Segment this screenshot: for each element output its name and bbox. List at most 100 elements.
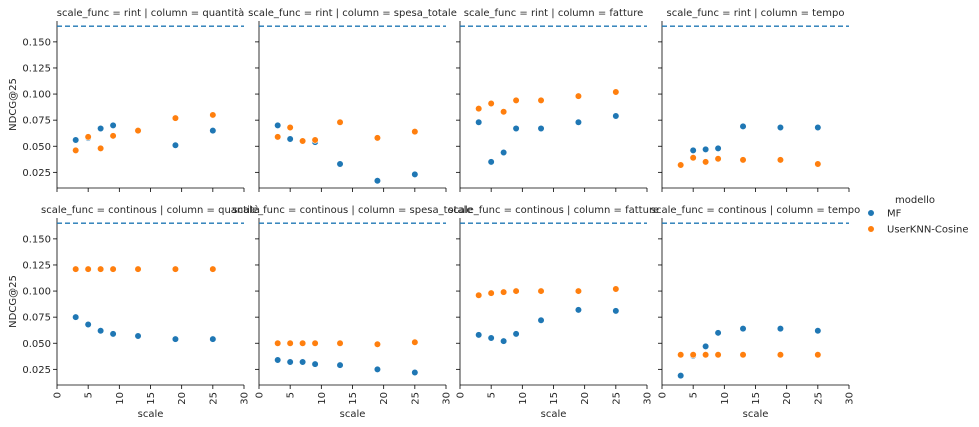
facet-panel-8: scale_func = continous | column = tempo 0… [651, 205, 860, 420]
data-point-mf [739, 122, 747, 131]
data-point-mf [612, 112, 620, 120]
data-point-mf [286, 135, 294, 143]
data-point-userknn-cosine [814, 351, 822, 359]
data-point-userknn-cosine [702, 158, 710, 166]
data-point-mf [487, 158, 495, 166]
data-point-userknn-cosine [72, 146, 80, 155]
x-tick-label: 15 [348, 392, 359, 405]
data-point-mf [72, 313, 80, 321]
x-axis-label: scale [138, 409, 164, 420]
data-point-mf [702, 145, 710, 153]
data-point-mf [776, 325, 785, 333]
data-point-mf [274, 121, 282, 129]
data-point-userknn-cosine [739, 156, 747, 164]
data-point-userknn-cosine [814, 160, 822, 168]
data-point-userknn-cosine [776, 156, 785, 164]
data-point-userknn-cosine [689, 351, 697, 359]
data-point-mf [373, 365, 382, 373]
y-axis-label: NDCG@25 [8, 78, 19, 131]
x-tick-label: 10 [518, 392, 529, 405]
data-point-userknn-cosine [72, 265, 80, 273]
data-point-userknn-cosine [500, 108, 508, 116]
data-point-userknn-cosine [97, 265, 105, 273]
data-point-userknn-cosine [689, 154, 697, 162]
facet-title: scale_func = rint | column = quantità [57, 7, 245, 19]
data-point-userknn-cosine [171, 114, 180, 122]
data-point-mf [714, 144, 722, 152]
x-tick-label: 5 [84, 392, 95, 398]
x-axis-label: scale [340, 409, 366, 420]
data-point-userknn-cosine [612, 285, 620, 293]
data-point-mf [537, 316, 545, 324]
facet-panel-7: scale_func = continous | column = fattur… [448, 205, 659, 420]
x-tick-label: 15 [751, 392, 762, 405]
legend-label: MF [887, 209, 902, 220]
data-point-userknn-cosine [97, 144, 105, 152]
y-tick-label: 0.150 [22, 37, 51, 48]
data-point-userknn-cosine [677, 161, 685, 169]
data-point-mf [84, 320, 92, 329]
data-point-userknn-cosine [336, 118, 344, 126]
data-point-mf [171, 335, 180, 343]
facet-title: scale_func = continous | column = quanti… [41, 204, 260, 216]
y-tick-label: 0.075 [22, 313, 51, 324]
x-tick-label: 0 [53, 392, 64, 398]
x-tick-label: 25 [813, 392, 824, 405]
data-point-mf [537, 124, 545, 133]
x-tick-label: 5 [487, 392, 498, 398]
data-point-userknn-cosine [209, 265, 217, 273]
data-point-userknn-cosine [84, 265, 92, 273]
x-tick-label: 10 [115, 392, 126, 405]
data-point-userknn-cosine [299, 339, 307, 347]
facet-title: scale_func = rint | column = tempo [667, 8, 845, 19]
data-point-userknn-cosine [574, 287, 583, 295]
x-tick-label: 30 [845, 392, 856, 405]
data-point-userknn-cosine [311, 339, 319, 347]
x-tick-label: 5 [286, 392, 297, 398]
data-point-userknn-cosine [411, 338, 419, 346]
data-point-mf [109, 121, 117, 129]
y-tick-label: 0.150 [22, 234, 51, 245]
data-point-mf [702, 342, 710, 350]
y-tick-label: 0.125 [22, 260, 51, 271]
data-point-mf [574, 118, 583, 126]
facet-title: scale_func = rint | column = fatture [464, 8, 644, 19]
data-point-mf [311, 360, 319, 368]
data-point-userknn-cosine [677, 351, 685, 359]
data-point-userknn-cosine [109, 265, 117, 273]
y-tick-label: 0.050 [22, 142, 51, 153]
data-point-userknn-cosine [171, 265, 180, 273]
x-axis-label: scale [541, 409, 567, 420]
x-tick-label: 10 [720, 392, 731, 405]
data-point-userknn-cosine [299, 137, 307, 145]
data-point-mf [336, 160, 344, 168]
y-axis-label: NDCG@25 [8, 275, 19, 328]
data-point-userknn-cosine [574, 92, 583, 100]
data-point-userknn-cosine [373, 134, 382, 142]
data-point-userknn-cosine [487, 99, 495, 108]
y-tick-label: 0.050 [22, 339, 51, 350]
data-point-userknn-cosine [512, 96, 520, 104]
data-point-mf [487, 334, 495, 342]
legend-marker [867, 225, 875, 233]
data-point-userknn-cosine [739, 351, 747, 359]
facet-panel-2: scale_func = rint | column = spesa_total… [248, 8, 457, 192]
data-point-mf [109, 330, 117, 338]
data-point-userknn-cosine [537, 287, 545, 295]
data-point-mf [72, 136, 80, 144]
data-point-mf [97, 124, 105, 133]
x-tick-label: 15 [549, 392, 560, 405]
data-point-mf [209, 335, 217, 343]
data-point-mf [677, 372, 685, 380]
x-tick-label: 30 [442, 392, 453, 405]
data-point-mf [97, 327, 105, 335]
data-point-userknn-cosine [475, 105, 483, 113]
y-tick-label: 0.075 [22, 116, 51, 127]
data-point-userknn-cosine [487, 289, 495, 297]
data-point-mf [512, 330, 520, 338]
facet-panel-3: scale_func = rint | column = fatture [456, 8, 648, 192]
data-point-mf [411, 368, 419, 377]
data-point-mf [336, 361, 344, 369]
data-point-userknn-cosine [109, 132, 117, 140]
